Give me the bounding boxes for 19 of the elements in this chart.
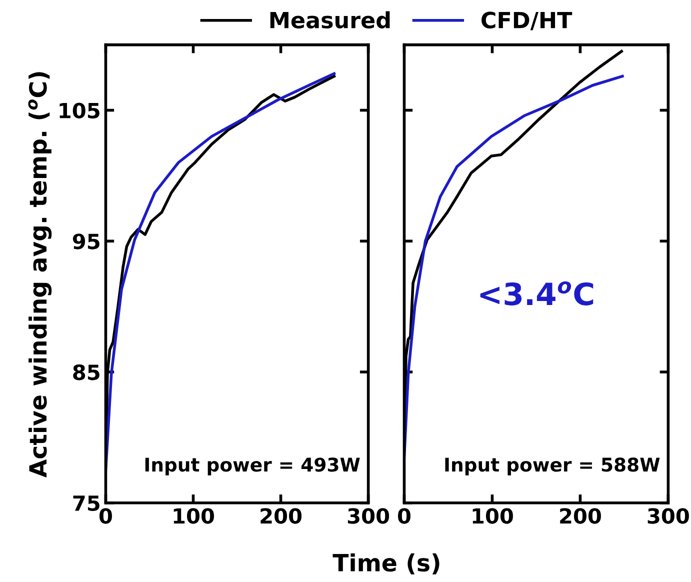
x-tick-label: 200 xyxy=(560,508,601,524)
legend-label: CFD/HT xyxy=(482,12,572,30)
x-tick-label: 200 xyxy=(260,508,302,524)
legend-label: Measured xyxy=(270,11,390,28)
x-tick-label: 300 xyxy=(348,508,390,524)
y-tick-label: 95 xyxy=(72,234,100,250)
y-axis-title: Active winding avg. temp. ($^{o}$C) xyxy=(28,72,52,478)
y-tick-label: 75 xyxy=(73,496,100,512)
x-tick-label: 100 xyxy=(174,508,214,524)
y-tick-label: 105 xyxy=(60,102,100,118)
x-tick-label: 0 xyxy=(99,508,112,524)
x-axis-title: Time (s) xyxy=(332,553,440,574)
x-tick-label: 0 xyxy=(398,508,410,524)
x-tick-label: 100 xyxy=(472,508,513,524)
y-tick-label: 85 xyxy=(73,364,100,380)
x-tick-label: 300 xyxy=(648,508,689,524)
annotation: <3.4$^{o}$C xyxy=(480,281,594,306)
annotation: Input power = 588W xyxy=(445,458,660,476)
annotation: Input power = 493W xyxy=(145,458,360,476)
